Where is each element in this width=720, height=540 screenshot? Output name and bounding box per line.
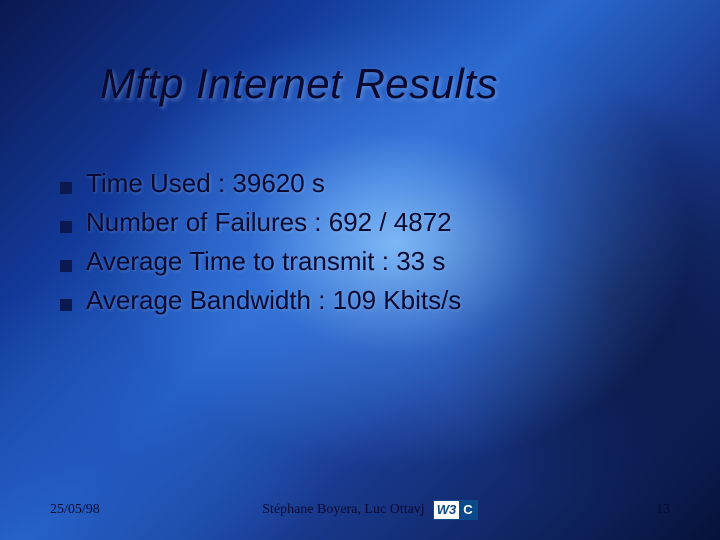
bullet-list: Time Used : 39620 s Number of Failures :… [60,168,660,316]
list-item: Average Time to transmit : 33 s [60,246,660,277]
list-item: Time Used : 39620 s [60,168,660,199]
bullet-text: Average Time to transmit : 33 s [86,246,445,277]
square-bullet-icon [60,182,72,194]
square-bullet-icon [60,299,72,311]
footer-authors: Stéphane Boyera, Luc Ottavj [262,502,425,518]
bullet-text: Time Used : 39620 s [86,168,325,199]
square-bullet-icon [60,221,72,233]
slide: Mftp Internet Results Time Used : 39620 … [0,0,720,540]
bullet-text: Average Bandwidth : 109 Kbits/s [86,285,461,316]
slide-footer: 25/05/98 Stéphane Boyera, Luc Ottavj W3C… [0,500,720,520]
square-bullet-icon [60,260,72,272]
footer-page-number: 13 [640,502,670,518]
w3c-logo-w3: W3 [434,501,460,519]
list-item: Number of Failures : 692 / 4872 [60,207,660,238]
slide-title: Mftp Internet Results [100,60,660,108]
w3c-logo-icon: W3C [433,500,478,520]
footer-date: 25/05/98 [50,502,100,518]
list-item: Average Bandwidth : 109 Kbits/s [60,285,660,316]
bullet-text: Number of Failures : 692 / 4872 [86,207,452,238]
footer-center: Stéphane Boyera, Luc Ottavj W3C [100,500,640,520]
w3c-logo-c: C [459,501,476,519]
